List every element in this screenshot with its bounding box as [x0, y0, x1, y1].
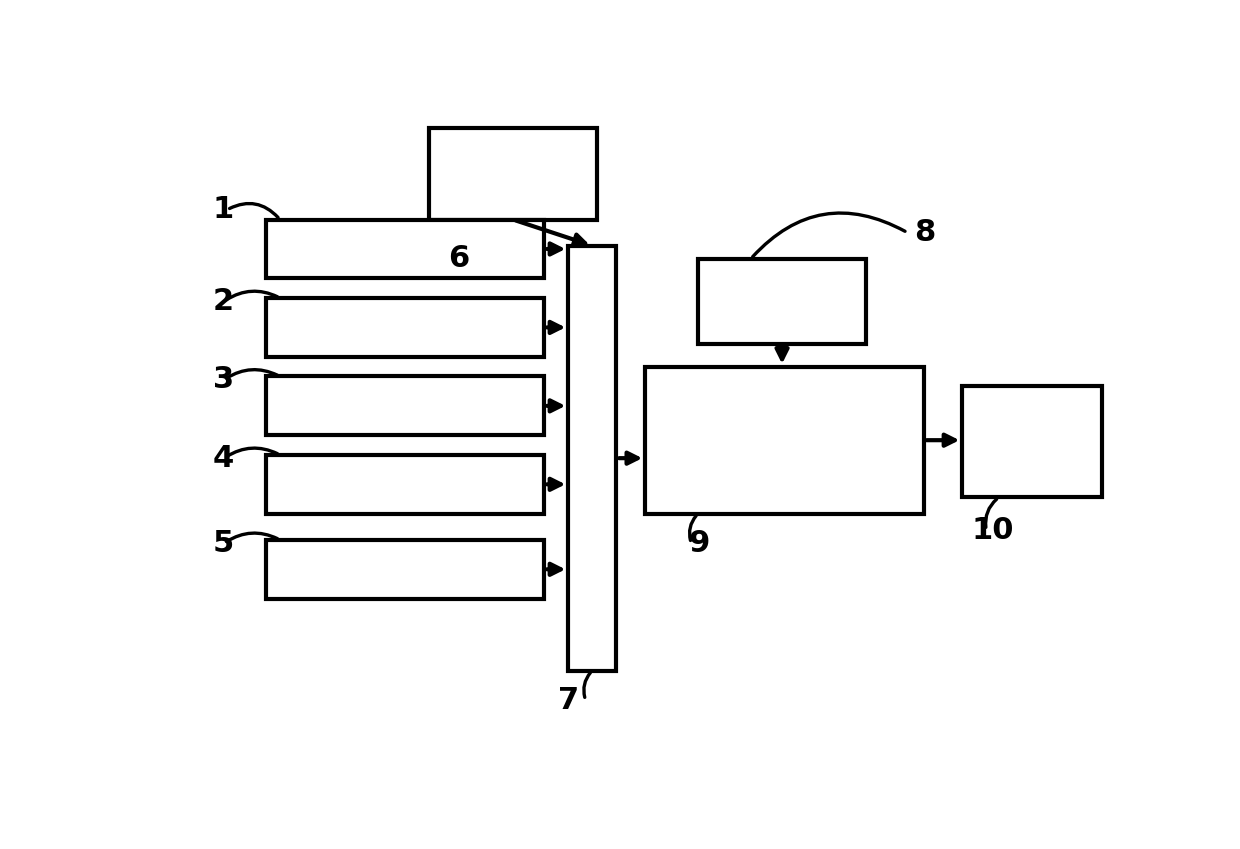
- Bar: [265, 220, 544, 278]
- Bar: [568, 245, 616, 671]
- Text: 1: 1: [213, 195, 234, 224]
- Bar: [265, 455, 544, 514]
- Text: 8: 8: [914, 218, 935, 247]
- Bar: [698, 259, 866, 344]
- Text: 9: 9: [688, 529, 709, 558]
- Text: 10: 10: [972, 515, 1014, 544]
- Text: 2: 2: [213, 287, 234, 316]
- Text: 5: 5: [213, 529, 234, 558]
- Bar: [265, 376, 544, 436]
- Bar: [962, 386, 1101, 498]
- Text: 3: 3: [213, 365, 234, 394]
- Text: 7: 7: [558, 685, 579, 715]
- Bar: [429, 128, 596, 220]
- Bar: [265, 298, 544, 357]
- Bar: [645, 367, 924, 514]
- Bar: [265, 540, 544, 599]
- Text: 6: 6: [448, 245, 470, 273]
- Text: 4: 4: [213, 444, 234, 473]
